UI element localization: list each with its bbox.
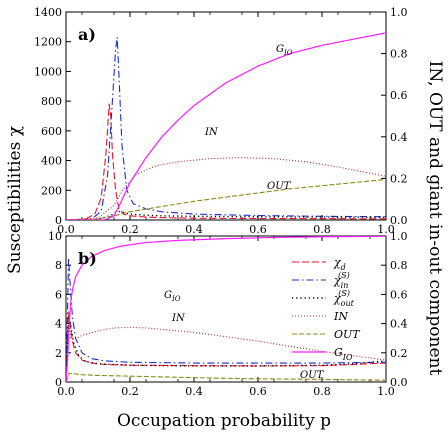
panel-label: a) (78, 25, 96, 44)
x-tick-label: 0.6 (249, 223, 267, 236)
panel-a: 0.0 0.2 0.4 0.6 0.8 1.0 0 200 400 600 800 1000 1200 1… (34, 6, 408, 236)
left-y-tick-label: 1200 (34, 36, 62, 49)
legend-label-IN: IN (333, 310, 348, 323)
panel-b: 0.0 0.2 0.4 0.6 0.8 1.0 0 2 4 6 8 10 0.0 0.2 0.4 0.6 0.8… (48, 230, 408, 398)
x-tick-label: 0.6 (249, 385, 267, 398)
right-y-tick-label: 0.4 (390, 131, 408, 144)
series-group (66, 236, 386, 382)
series-line-chi-out (66, 210, 386, 220)
left-y-tick-label: 4 (55, 318, 62, 331)
legend-label-GIO: GIO (334, 346, 353, 362)
left-y-tick-label: 800 (41, 95, 62, 108)
left-y-tick-label: 8 (55, 259, 62, 272)
left-y-tick-label: 400 (41, 155, 62, 168)
x-tick-label: 0.4 (185, 223, 203, 236)
left-y-tick-label: 10 (48, 230, 62, 243)
series-line-GIO (66, 236, 386, 382)
x-tick-label: 0.8 (313, 223, 331, 236)
left-y-tick-label: 1400 (34, 6, 62, 19)
right-y-tick-label: 0.2 (390, 172, 408, 185)
x-tick-label: 0.0 (57, 223, 75, 236)
right-y-tick-label: 0.2 (390, 347, 408, 360)
left-y-tick-label: 200 (41, 184, 62, 197)
left-y-tick-label: 1000 (34, 65, 62, 78)
x-tick-label: 0.8 (313, 385, 331, 398)
x-tick-label: 0.2 (121, 223, 139, 236)
series-group (66, 32, 386, 220)
series-line-chi-in (66, 36, 386, 220)
legend-label-chi-in: χin(S) (333, 271, 350, 290)
legend-label-OUT: OUT (334, 328, 361, 341)
annotation-out: OUT (267, 181, 292, 192)
left-y-tick-label: 0 (55, 376, 62, 389)
series-line-chi-in (66, 257, 386, 382)
x-tick-label: 0.4 (185, 385, 203, 398)
x-tick-label: 0.0 (57, 385, 75, 398)
panel-label: b) (78, 249, 97, 268)
series-line-IN (66, 323, 386, 382)
right-y-tick-label: 0.8 (390, 48, 408, 61)
annotation-g-io: GIO (276, 44, 293, 57)
right-y-tick-label: 0.6 (390, 89, 408, 102)
right-y-tick-label: 0.6 (390, 288, 408, 301)
annotation-in: IN (204, 127, 219, 138)
left-y-tick-label: 2 (55, 347, 62, 360)
right-y-axis-title: IN, OUT and giant in-out component (425, 61, 445, 376)
annotation-out: OUT (300, 370, 325, 381)
right-y-tick-label: 1.0 (390, 230, 408, 243)
series-line-chi-d (66, 311, 386, 382)
x-tick-label: 1.0 (377, 385, 395, 398)
right-y-tick-label: 0.4 (390, 318, 408, 331)
annotation-in: IN (171, 313, 186, 324)
series-line-OUT (66, 372, 386, 382)
left-y-tick-label: 6 (55, 288, 62, 301)
x-axis-title: Occupation probability p (117, 411, 331, 431)
series-line-GIO (66, 32, 386, 220)
left-y-tick-label: 0 (55, 214, 62, 227)
series-line-chi-d (66, 103, 386, 220)
right-y-tick-label: 0.0 (390, 376, 408, 389)
series-line-OUT (66, 178, 386, 220)
x-tick-label: 1.0 (377, 223, 395, 236)
left-y-tick-label: 600 (41, 125, 62, 138)
legend-label-chi-out: χout(S) (333, 289, 355, 308)
annotation-g-io: GIO (164, 290, 181, 303)
right-y-tick-label: 0.8 (390, 259, 408, 272)
left-y-axis-title: Susceptibilities χ (5, 126, 25, 274)
x-tick-label: 0.2 (121, 385, 139, 398)
right-y-tick-label: 0.0 (390, 214, 408, 227)
plot-frame (65, 11, 387, 221)
right-y-tick-label: 1.0 (390, 6, 408, 19)
plot-frame (65, 235, 387, 383)
legend-label-chi-d: χd (333, 256, 346, 272)
